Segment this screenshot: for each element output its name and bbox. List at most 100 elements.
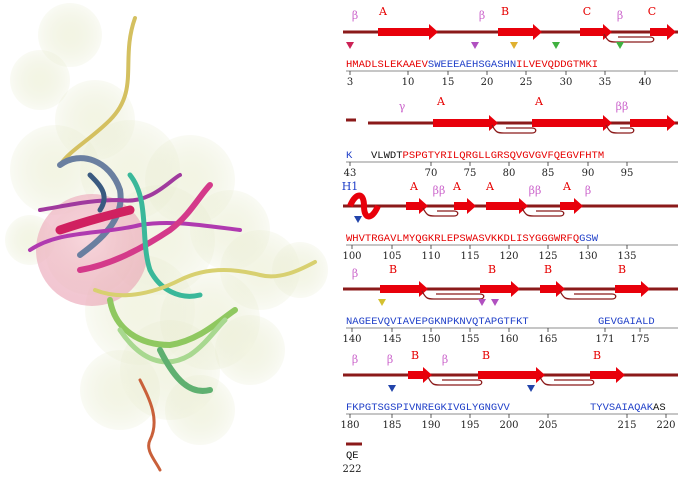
residue-number: 115 bbox=[460, 251, 479, 262]
sse-label: A bbox=[409, 180, 419, 193]
residue-number: 85 bbox=[542, 168, 555, 179]
residue-number: 195 bbox=[460, 420, 479, 431]
sse-label: B bbox=[488, 263, 496, 276]
sse-label: B bbox=[482, 349, 490, 362]
sse-label: B bbox=[544, 263, 552, 276]
site-marker-icon bbox=[388, 385, 396, 392]
helix-coil bbox=[347, 192, 381, 220]
residue-number: 160 bbox=[499, 334, 518, 345]
hairpin-loop bbox=[603, 33, 655, 43]
hairpin-loop bbox=[427, 376, 483, 386]
strand-arrow bbox=[380, 281, 428, 297]
site-marker-icon bbox=[616, 42, 624, 49]
strand-arrow bbox=[498, 24, 542, 40]
residue-number: 35 bbox=[599, 77, 612, 88]
residue-number: 130 bbox=[578, 251, 597, 262]
strand-arrow bbox=[580, 24, 612, 40]
residue-number: 43 bbox=[344, 168, 357, 179]
pink-sphere bbox=[36, 194, 148, 306]
residue-number: 222 bbox=[342, 464, 361, 475]
strand-arrow bbox=[615, 281, 650, 297]
sequence-text: FKPGTSGSPIVNREGKIVGLYGNGVV bbox=[346, 402, 511, 414]
hairpin-loop bbox=[521, 207, 565, 217]
sse-label: β bbox=[479, 9, 485, 22]
residue-number: 125 bbox=[538, 251, 557, 262]
strand-arrow bbox=[378, 24, 438, 40]
strand-arrow bbox=[454, 198, 476, 214]
sequence-text: QE bbox=[346, 450, 359, 462]
strand-arrow bbox=[532, 115, 612, 131]
sse-label: β bbox=[387, 353, 393, 366]
residue-number: 165 bbox=[538, 334, 557, 345]
sequence-text: VLWDTPSPGTYRILQRGLLGRSQVGVGVFQEGVFHTM bbox=[371, 150, 604, 162]
hairpin-loop bbox=[539, 376, 595, 386]
hairpin-loop bbox=[559, 290, 617, 300]
site-marker-icon bbox=[552, 42, 560, 49]
strand-arrow bbox=[590, 367, 625, 383]
protein-structure-image bbox=[5, 3, 328, 472]
hairpin-loop bbox=[491, 124, 537, 134]
sse-label: A bbox=[534, 95, 544, 108]
site-marker-icon bbox=[478, 299, 486, 306]
residue-number: 90 bbox=[582, 168, 595, 179]
sse-label: ββ bbox=[616, 100, 629, 113]
sequence-text: WHVTRGAVLMYQGKRLEPSWASVKKDLISYGGGWRFQGSW bbox=[346, 233, 599, 245]
sse-label: β bbox=[352, 353, 358, 366]
sse-label: β bbox=[352, 267, 358, 280]
residue-number: 155 bbox=[460, 334, 479, 345]
sse-label: A bbox=[485, 180, 495, 193]
residue-number: 105 bbox=[382, 251, 401, 262]
residue-number: 120 bbox=[499, 251, 518, 262]
sse-label: B bbox=[389, 263, 397, 276]
strand-arrow bbox=[540, 281, 565, 297]
sequence-text: GEVGAIALD bbox=[598, 316, 655, 328]
residue-number: 200 bbox=[499, 420, 518, 431]
sequence-text: K bbox=[346, 150, 353, 162]
strand-arrow bbox=[480, 281, 520, 297]
residue-number: 40 bbox=[639, 77, 652, 88]
residue-number: 15 bbox=[442, 77, 455, 88]
sse-label: A bbox=[562, 180, 572, 193]
residue-number: 185 bbox=[382, 420, 401, 431]
residue-number: 145 bbox=[382, 334, 401, 345]
residue-number: 220 bbox=[656, 420, 675, 431]
sequence-text: HMADLSLEKAAEVSWEEEAEHSGASHNILVEVQDDGTMKI bbox=[346, 59, 598, 71]
sse-label: β bbox=[352, 9, 358, 22]
site-marker-icon bbox=[346, 42, 354, 49]
sse-label: B bbox=[618, 263, 626, 276]
sse-label: B bbox=[501, 5, 509, 18]
residue-number: 75 bbox=[464, 168, 477, 179]
sequence-text: NAGEEVQVIAVEPGKNPKNVQTAPGTFKT bbox=[346, 316, 529, 328]
residue-number: 95 bbox=[621, 168, 634, 179]
hairpin-loop bbox=[422, 207, 459, 217]
sse-label: γ bbox=[399, 100, 406, 113]
strand-arrow bbox=[650, 24, 676, 40]
residue-number: 30 bbox=[560, 77, 573, 88]
ribbons bbox=[28, 16, 317, 472]
residue-number: 100 bbox=[342, 251, 361, 262]
sse-label: A bbox=[378, 5, 388, 18]
sse-label: C bbox=[648, 5, 656, 18]
sse-label: H1 bbox=[342, 180, 359, 193]
residue-number: 180 bbox=[340, 420, 359, 431]
residue-number: 171 bbox=[595, 334, 614, 345]
sse-label: ββ bbox=[529, 184, 542, 197]
residue-number: 3 bbox=[347, 77, 353, 88]
residue-number: 110 bbox=[421, 251, 440, 262]
sse-label: A bbox=[452, 180, 462, 193]
hairpin-loop bbox=[605, 124, 635, 134]
residue-number: 25 bbox=[520, 77, 533, 88]
residue-number: 140 bbox=[342, 334, 361, 345]
sse-label: C bbox=[583, 5, 591, 18]
strand-arrow bbox=[433, 115, 498, 131]
site-marker-icon bbox=[471, 42, 479, 49]
sse-label: β bbox=[442, 353, 448, 366]
sse-label: A bbox=[436, 95, 446, 108]
site-marker-icon bbox=[510, 42, 518, 49]
sequence-text: TYVSAIAQAKAS bbox=[590, 402, 666, 414]
residue-number: 135 bbox=[617, 251, 636, 262]
site-marker-icon bbox=[354, 216, 362, 223]
strand-arrow bbox=[486, 198, 528, 214]
sse-label: ββ bbox=[433, 184, 446, 197]
